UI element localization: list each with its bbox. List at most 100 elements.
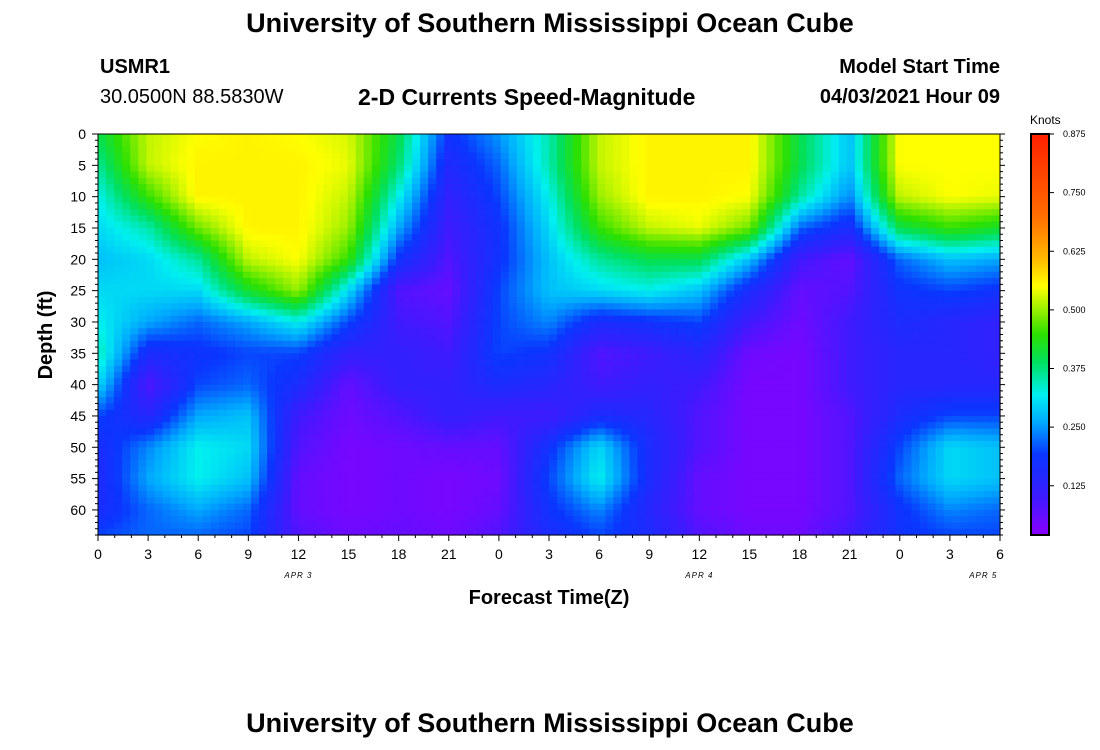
heatmap-cell: [114, 134, 123, 141]
heatmap-cell: [597, 246, 606, 254]
heatmap-cell: [114, 196, 123, 204]
heatmap-cell: [138, 196, 147, 204]
heatmap-cell: [275, 209, 284, 217]
heatmap-cell: [412, 240, 421, 248]
heatmap-cell: [822, 227, 832, 235]
heatmap-cell: [331, 347, 341, 354]
heatmap-cell: [983, 340, 993, 348]
heatmap-cell: [114, 372, 123, 379]
heatmap-cell: [613, 403, 623, 411]
heatmap-cell: [331, 315, 341, 323]
heatmap-cell: [863, 146, 872, 154]
heatmap-cell: [275, 234, 284, 242]
heatmap-cell: [573, 340, 582, 348]
heatmap-cell: [605, 384, 615, 392]
heatmap-cell: [242, 215, 252, 223]
heatmap-cell: [395, 347, 405, 354]
heatmap-cell: [347, 347, 357, 354]
heatmap-cell: [404, 296, 413, 304]
heatmap-cell: [710, 184, 719, 191]
heatmap-cell: [331, 403, 341, 411]
heatmap-cell: [154, 253, 164, 260]
heatmap-cell: [589, 165, 598, 173]
heatmap-cell: [468, 315, 478, 323]
heatmap-cell: [114, 284, 123, 292]
heatmap-cell: [460, 390, 470, 398]
heatmap-cell: [130, 359, 139, 367]
heatmap-cell: [186, 390, 196, 398]
heatmap-cell: [146, 334, 155, 342]
heatmap-cell: [291, 284, 300, 292]
heatmap-cell: [863, 177, 872, 185]
heatmap-cell: [903, 215, 913, 223]
heatmap-cell: [718, 177, 727, 185]
heatmap-cell: [605, 340, 615, 348]
heatmap-cell: [742, 221, 751, 229]
heatmap-cell: [106, 202, 115, 210]
heatmap-cell: [299, 315, 308, 323]
heatmap-cell: [983, 209, 993, 217]
heatmap-cell: [420, 215, 429, 223]
heatmap-cell: [524, 409, 534, 417]
heatmap-cell: [347, 259, 357, 267]
heatmap-cell: [887, 134, 896, 141]
heatmap-cell: [114, 215, 123, 223]
heatmap-cell: [975, 384, 985, 392]
heatmap-cell: [291, 152, 300, 160]
heatmap-cell: [991, 215, 1001, 223]
heatmap-cell: [573, 190, 582, 198]
heatmap-cell: [822, 321, 832, 329]
heatmap-cell: [782, 296, 792, 304]
heatmap-cell: [605, 328, 615, 336]
heatmap-cell: [911, 321, 921, 329]
heatmap-cell: [428, 221, 437, 229]
heatmap-cell: [685, 227, 695, 235]
heatmap-cell: [653, 202, 663, 210]
heatmap-cell: [412, 265, 421, 273]
heatmap-cell: [766, 234, 776, 242]
heatmap-cell: [347, 390, 357, 398]
heatmap-cell: [726, 278, 735, 285]
heatmap-cell: [379, 253, 389, 260]
heatmap-cell: [726, 227, 735, 235]
heatmap-cell: [742, 372, 751, 379]
heatmap-cell: [114, 378, 123, 386]
heatmap-cell: [855, 234, 864, 242]
heatmap-cell: [371, 271, 381, 279]
heatmap-cell: [412, 353, 421, 361]
heatmap-cell: [782, 328, 792, 336]
heatmap-cell: [404, 240, 413, 248]
heatmap-cell: [452, 152, 462, 160]
heatmap-cell: [283, 227, 292, 235]
heatmap-cell: [702, 397, 711, 405]
heatmap-cell: [806, 215, 816, 223]
heatmap-cell: [452, 159, 462, 166]
heatmap-cell: [242, 159, 252, 166]
heatmap-cell: [162, 209, 172, 217]
heatmap-cell: [685, 209, 695, 217]
heatmap-cell: [444, 171, 453, 179]
heatmap-cell: [597, 278, 606, 285]
heatmap-cell: [879, 309, 888, 317]
heatmap-cell: [428, 315, 437, 323]
heatmap-cell: [186, 353, 196, 361]
heatmap-cell: [895, 165, 904, 173]
heatmap-cell: [742, 359, 751, 367]
heatmap-cell: [122, 190, 131, 198]
heatmap-cell: [661, 234, 671, 242]
heatmap-cell: [170, 159, 180, 166]
heatmap-cell: [734, 171, 743, 179]
heatmap-cell: [291, 290, 300, 298]
heatmap-cell: [549, 296, 558, 304]
heatmap-cell: [395, 334, 405, 342]
heatmap-cell: [428, 259, 437, 267]
heatmap-cell: [138, 246, 147, 254]
heatmap-cell: [589, 321, 598, 329]
heatmap-cell: [154, 372, 164, 379]
heatmap-cell: [428, 309, 437, 317]
heatmap-cell: [412, 196, 421, 204]
heatmap-cell: [863, 365, 872, 373]
heatmap-cell: [726, 159, 735, 166]
heatmap-cell: [975, 134, 985, 141]
heatmap-cell: [629, 240, 639, 248]
